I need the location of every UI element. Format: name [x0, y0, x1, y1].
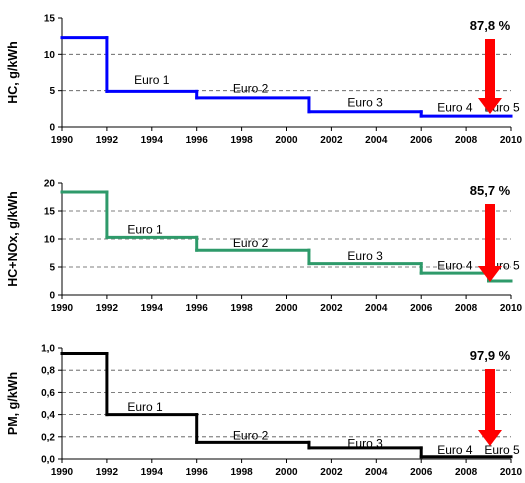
- x-tick-label: 1998: [230, 135, 253, 146]
- x-tick-label: 2002: [320, 467, 343, 478]
- x-tick-label: 2010: [500, 135, 523, 146]
- stage-label: Euro 2: [233, 81, 269, 95]
- y-tick-label: 0,6: [41, 388, 55, 399]
- hc-chart-panel: 0 5 10 15 1990 1992 1994 1996 1998 2000 2002 2004 20…: [6, 14, 523, 147]
- stage-label: Euro 1: [127, 400, 163, 414]
- x-tick-label: 2004: [365, 135, 388, 146]
- y-tick-label: 1,0: [41, 344, 55, 355]
- x-tick-label: 2006: [410, 303, 433, 314]
- stage-label: Euro 4: [437, 100, 473, 114]
- y-tick-label: 20: [44, 179, 56, 190]
- x-tick-label: 1992: [96, 135, 119, 146]
- x-tick-label: 2000: [275, 135, 298, 146]
- stage-label: Euro 2: [233, 236, 269, 250]
- x-tick-label: 1996: [186, 467, 209, 478]
- x-tick-label: 1996: [186, 303, 209, 314]
- x-tick-label: 1990: [51, 303, 74, 314]
- y-axis-label: PM, g/kWh: [6, 372, 20, 435]
- stage-label: Euro 3: [347, 249, 383, 263]
- stage-label: Euro 3: [347, 436, 383, 450]
- y-tick-label: 0,0: [41, 455, 55, 466]
- pm-chart-panel: 0,0 0,2 0,4 0,6 0,8 1,0 1990 1992 1994 1996 1998 20…: [6, 344, 523, 479]
- y-tick-label: 15: [44, 207, 56, 218]
- x-tick-label: 1990: [51, 135, 74, 146]
- reduction-percent-label: 87,8 %: [470, 18, 511, 33]
- stage-label: Euro 5: [484, 443, 520, 457]
- stage-label: Euro 4: [437, 443, 473, 457]
- x-tick-label: 2002: [320, 135, 343, 146]
- y-tick-label: 15: [44, 14, 56, 25]
- x-tick-label: 1998: [230, 467, 253, 478]
- hc-nox-chart-panel: 0 5 10 15 20 1990 1992 1994 1996 1998 2000 2002 2004…: [6, 179, 523, 315]
- y-tick-label: 5: [49, 86, 55, 97]
- x-tick-label: 2006: [410, 135, 433, 146]
- x-tick-label: 2006: [410, 467, 433, 478]
- y-tick-label: 0,4: [41, 410, 55, 421]
- y-axis-label: HC+NOx, g/kWh: [6, 191, 20, 287]
- x-tick-label: 1990: [51, 467, 74, 478]
- stage-label: Euro 1: [134, 73, 170, 87]
- x-tick-label: 2002: [320, 303, 343, 314]
- y-tick-label: 0,2: [41, 432, 55, 443]
- x-tick-label: 2010: [500, 303, 523, 314]
- x-tick-label: 2000: [275, 467, 298, 478]
- reduction-percent-label: 85,7 %: [470, 183, 511, 198]
- x-tick-label: 1992: [96, 303, 119, 314]
- x-tick-label: 1996: [186, 135, 209, 146]
- y-tick-label: 10: [44, 235, 56, 246]
- x-tick-label: 1992: [96, 467, 119, 478]
- y-tick-label: 0: [49, 291, 55, 302]
- reduction-arrow-icon: [478, 369, 502, 446]
- x-tick-label: 1998: [230, 303, 253, 314]
- x-tick-label: 2000: [275, 303, 298, 314]
- stage-label: Euro 3: [347, 95, 383, 109]
- stage-label: Euro 2: [233, 429, 269, 443]
- y-tick-label: 5: [49, 263, 55, 274]
- x-tick-label: 2008: [455, 303, 478, 314]
- x-tick-label: 2010: [500, 467, 523, 478]
- reduction-percent-label: 97,9 %: [470, 348, 511, 363]
- y-tick-label: 0,8: [41, 366, 55, 377]
- stage-label: Euro 1: [127, 222, 163, 236]
- x-tick-label: 1994: [141, 303, 164, 314]
- x-tick-label: 2004: [365, 303, 388, 314]
- x-tick-label: 1994: [141, 467, 164, 478]
- x-tick-label: 2008: [455, 135, 478, 146]
- y-axis-label: HC, g/kWh: [6, 41, 20, 104]
- y-tick-label: 0: [49, 123, 55, 134]
- x-tick-label: 1994: [141, 135, 164, 146]
- reduction-arrow-icon: [478, 39, 502, 114]
- x-tick-label: 2008: [455, 467, 478, 478]
- y-tick-label: 10: [44, 50, 56, 61]
- x-tick-label: 2004: [365, 467, 388, 478]
- stage-label: Euro 4: [437, 258, 473, 272]
- reduction-arrow-icon: [478, 204, 502, 282]
